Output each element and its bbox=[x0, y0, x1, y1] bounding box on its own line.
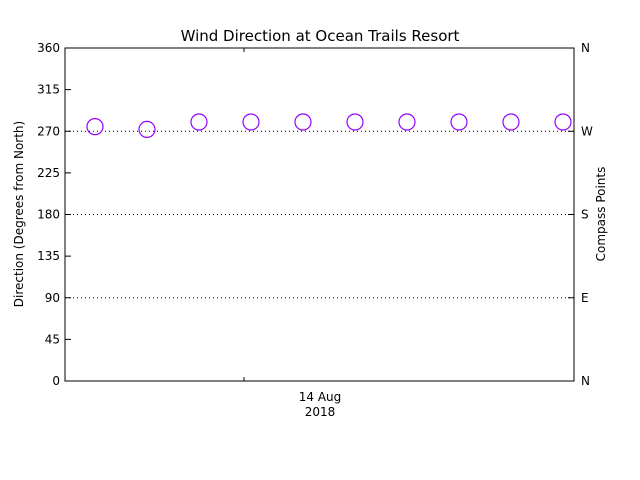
y-tick-label: 270 bbox=[37, 124, 60, 138]
data-point bbox=[138, 120, 156, 138]
y2-tick-label: N bbox=[581, 374, 590, 388]
y-axis-ticks: 0 45 90 135 180 225 270 315 360 bbox=[37, 41, 71, 388]
data-point bbox=[190, 113, 208, 131]
data-point bbox=[346, 113, 364, 131]
y2-tick-label: W bbox=[581, 124, 593, 138]
data-point bbox=[450, 113, 468, 131]
y-tick-label: 0 bbox=[52, 374, 60, 388]
x-tick-label-date: 14 Aug bbox=[299, 390, 342, 404]
y-tick-label: 360 bbox=[37, 41, 60, 55]
y-tick-label: 135 bbox=[37, 249, 60, 263]
data-point bbox=[242, 113, 260, 131]
data-point bbox=[554, 113, 572, 131]
y-axis-title: Direction (Degrees from North) bbox=[12, 121, 26, 307]
data-point bbox=[86, 118, 104, 136]
y2-tick-label: E bbox=[581, 291, 589, 305]
data-point bbox=[398, 113, 416, 131]
y-tick-label: 45 bbox=[45, 332, 60, 346]
y2-axis-title: Compass Points bbox=[594, 167, 608, 262]
x-tick-label-year: 2018 bbox=[305, 405, 336, 419]
chart-title: Wind Direction at Ocean Trails Resort bbox=[181, 27, 460, 45]
y2-tick-label: N bbox=[581, 41, 590, 55]
reference-lines bbox=[65, 130, 574, 299]
y-tick-label: 90 bbox=[45, 291, 60, 305]
data-point bbox=[294, 113, 312, 131]
y-tick-label: 225 bbox=[37, 166, 60, 180]
y2-tick-label: S bbox=[581, 208, 589, 222]
y-tick-label: 315 bbox=[37, 83, 60, 97]
data-points bbox=[86, 113, 572, 138]
y-tick-label: 180 bbox=[37, 208, 60, 222]
data-point bbox=[502, 113, 520, 131]
y2-axis-ticks: N E S W N bbox=[568, 41, 593, 388]
